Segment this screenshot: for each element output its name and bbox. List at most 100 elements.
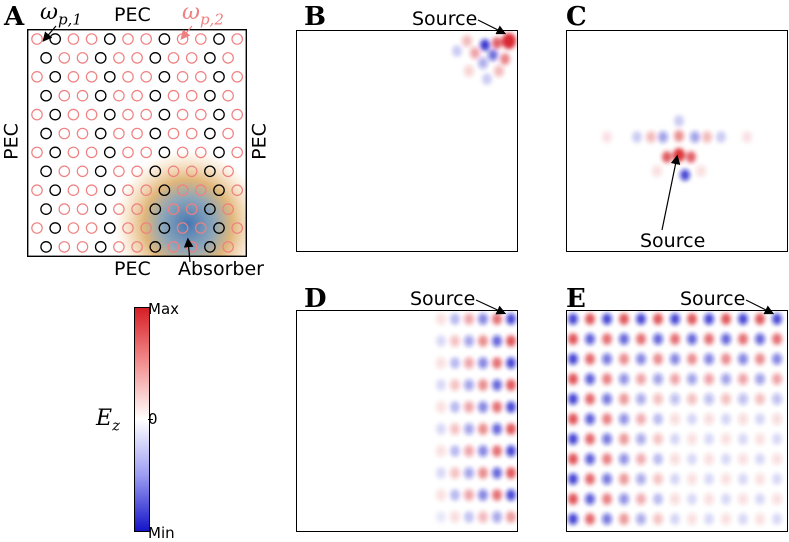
lattice-rod-type-2 [122,222,134,234]
field-lobe [636,513,646,525]
field-lobe [478,423,488,435]
lattice-rod-type-2 [85,33,98,45]
lattice-rod-type-2 [76,89,89,102]
field-lobe [502,32,516,50]
field-lobe [670,313,680,325]
colorbar-max-label: Max [148,300,180,318]
field-lobe [464,335,474,347]
lattice-rod-type-2 [140,108,152,121]
field-lobe [478,57,488,69]
field-lobe [492,489,502,501]
field-lobe [506,379,516,391]
field-lobe [450,511,460,523]
field-lobe [652,165,662,177]
field-lobe [687,453,697,465]
field-lobe [568,493,578,505]
lattice-rod-type-2 [85,108,98,121]
field-lobe [636,433,646,445]
field-lobe [492,357,502,369]
field-lobe [674,115,684,127]
lattice-rod-type-1 [149,127,162,140]
field-lobe [568,353,578,365]
field-lobe [568,513,578,525]
lattice-rod-type-1 [94,241,107,253]
field-lobe [742,131,752,143]
field-lobe [653,433,663,445]
lattice-rod-type-2 [76,127,89,140]
lattice-rod-type-2 [167,165,180,178]
field-lobe [636,353,646,365]
field-lobe [436,489,446,501]
field-lobe [436,511,446,523]
lattice-rod-type-2 [58,165,71,178]
field-lobe [602,493,612,505]
field-lobe [687,313,697,325]
lattice-rod-type-1 [204,52,216,64]
field-lobe [478,445,488,457]
field-map-d [296,310,518,532]
field-lobe [704,433,714,445]
lattice-rod-type-1 [149,52,162,64]
field-lobe [492,335,502,347]
field-lobe [704,473,714,485]
field-lobe [670,333,680,345]
field-lobe [716,131,726,143]
field-lobe [704,313,714,325]
field-lobe [646,131,656,143]
field-lobe [478,401,488,413]
lattice-rod-type-1 [149,203,162,215]
field-lobe [738,413,748,425]
field-lobe [687,373,697,385]
lattice-rod-type-2 [222,127,234,140]
field-lobe [436,445,446,457]
lattice-rod-type-2 [31,108,43,121]
panel-letter-d: D [304,284,327,314]
lattice-rod-type-2 [67,184,80,196]
lattice-rod-type-2 [195,108,207,121]
lattice-rod-type-1 [213,222,225,234]
field-lobe [619,413,629,425]
field-lobe [653,313,663,325]
field-lobe [772,473,782,485]
field-lobe [450,401,460,413]
field-lobe [506,313,516,325]
field-lobe [772,373,782,385]
lattice-rod-type-2 [222,241,234,253]
lattice-rod-type-2 [131,89,143,102]
field-lobe [478,489,488,501]
field-lobe [585,413,595,425]
lattice-rod-type-1 [49,146,62,159]
lattice-rod-type-1 [158,146,171,159]
lattice-rod-type-1 [94,165,107,178]
panel-a-arrows [42,25,194,263]
field-lobe [755,393,765,405]
lattice-rod-type-1 [213,146,225,159]
field-lobe [738,513,748,525]
field-lobe [450,379,460,391]
lattice-rod-type-2 [31,70,43,83]
field-lobe [721,413,731,425]
field-lobe [464,379,474,391]
field-lobe [492,379,502,391]
field-lobe [450,489,460,501]
field-lobe [670,413,680,425]
lattice-rod-type-1 [40,203,52,215]
field-lobe [464,511,474,523]
source-label-d: Source [410,288,476,310]
field-lobe [636,333,646,345]
field-lobe [653,353,663,365]
lattice-rod-type-2 [131,241,143,253]
field-lobe [585,513,595,525]
field-lobe [721,373,731,385]
field-lobe [436,423,446,435]
field-lobe [653,453,663,465]
field-lobe [704,493,714,505]
field-lobe [721,453,731,465]
field-lobe [500,53,510,65]
source-label-e: Source [680,288,746,310]
field-lobe [602,413,612,425]
field-lobe [619,393,629,405]
field-lobe [619,373,629,385]
field-lobe [755,493,765,505]
field-lobe [690,131,700,143]
